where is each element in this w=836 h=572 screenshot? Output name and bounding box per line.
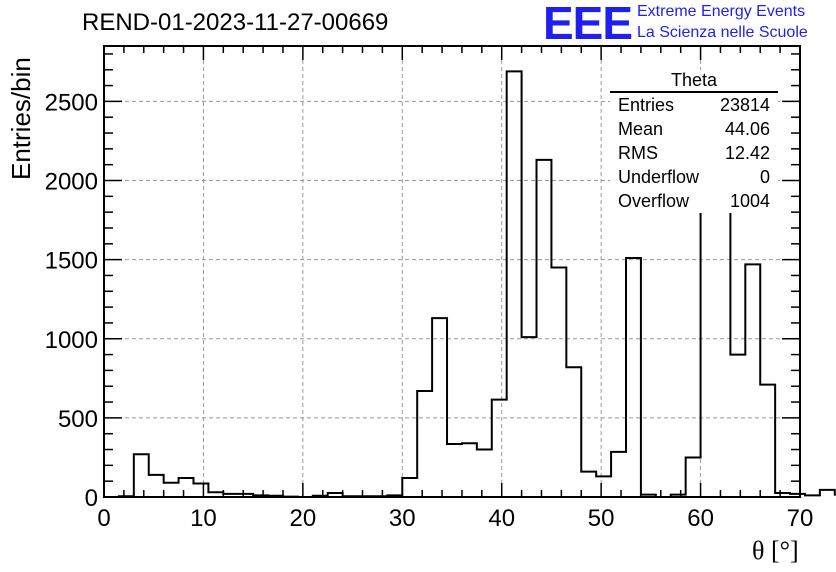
y-tick-label: 2500 (45, 89, 98, 116)
stats-label: RMS (618, 143, 658, 163)
histogram-bin (507, 71, 522, 497)
y-tick-label: 2000 (45, 169, 98, 196)
stats-row-mean: Mean 44.06 (610, 117, 778, 141)
histogram-bin (134, 454, 149, 497)
histogram-bin (477, 450, 492, 497)
y-tick-label: 500 (58, 406, 98, 433)
histogram-bin (164, 483, 179, 497)
histogram-bin (596, 476, 611, 497)
stats-value: 1004 (729, 191, 770, 211)
x-tick-label: 50 (588, 505, 615, 532)
eee-logo: EEE (543, 0, 633, 49)
histogram-bin (417, 391, 432, 497)
histogram-bin (581, 472, 596, 497)
plot-frame (103, 45, 801, 498)
histogram-bin (820, 490, 835, 497)
y-tick-label: 1000 (45, 327, 98, 354)
histogram-bin (522, 337, 537, 497)
x-tick-label: 30 (389, 505, 416, 532)
stats-row-underflow: Underflow 0 (610, 165, 778, 189)
x-tick-label: 40 (488, 505, 515, 532)
histogram-bin (179, 478, 194, 497)
stats-label: Mean (618, 119, 664, 139)
histogram-bin (537, 160, 552, 497)
histogram-bin (462, 443, 477, 497)
histogram-bin (193, 484, 208, 497)
chart-title: REND-01-2023-11-27-00669 (82, 9, 389, 36)
x-tick-label: 70 (787, 505, 814, 532)
histogram-bin (730, 355, 745, 497)
histogram-outline (117, 70, 836, 498)
stats-row-rms: RMS 12.42 (610, 141, 778, 165)
y-axis-label: Entries/bin (6, 57, 36, 180)
logo-caption-line1: Extreme Energy Events (637, 3, 806, 20)
stats-label: Entries (618, 95, 675, 115)
y-tick-label: 0 (85, 485, 98, 512)
stats-value: 0 (759, 167, 770, 187)
histogram-bin (760, 385, 775, 497)
stats-value: 44.06 (724, 119, 770, 139)
stats-box-title: Theta (610, 70, 778, 93)
x-tick-label: 20 (290, 505, 317, 532)
histogram-bin (402, 478, 417, 497)
x-axis-label: θ [°] (752, 536, 799, 565)
histogram-bin (492, 400, 507, 497)
histogram-bin (626, 258, 641, 497)
histogram-series (117, 70, 836, 498)
stats-row-overflow: Overflow 1004 (610, 189, 778, 213)
histogram-bin (447, 444, 462, 497)
histogram-bin (551, 268, 566, 497)
histogram-bin (432, 318, 447, 497)
stats-box: Theta Entries 23814 Mean 44.06 RMS 12.42… (610, 70, 778, 213)
histogram-bin (686, 457, 701, 497)
stats-label: Underflow (618, 167, 700, 187)
histogram-bin (611, 452, 626, 497)
histogram-bin (745, 264, 760, 497)
stats-row-entries: Entries 23814 (610, 93, 778, 117)
x-tick-label: 60 (687, 505, 714, 532)
x-tick-label: 10 (190, 505, 217, 532)
y-tick-label: 1500 (45, 248, 98, 275)
tick-labels: 0 10 20 30 40 50 60 70 0 500 1000 1500 2000 2500 (45, 89, 814, 532)
histogram-bin (805, 495, 820, 497)
x-tick-label: 0 (97, 505, 110, 532)
plot-border (103, 45, 801, 498)
histogram-bin (566, 367, 581, 497)
stats-label: Overflow (618, 191, 690, 211)
histogram-bin (149, 475, 164, 497)
stats-value: 23814 (719, 95, 770, 115)
logo-caption-line2: La Scienza nelle Scuole (637, 24, 808, 41)
stats-value: 12.42 (724, 143, 770, 163)
